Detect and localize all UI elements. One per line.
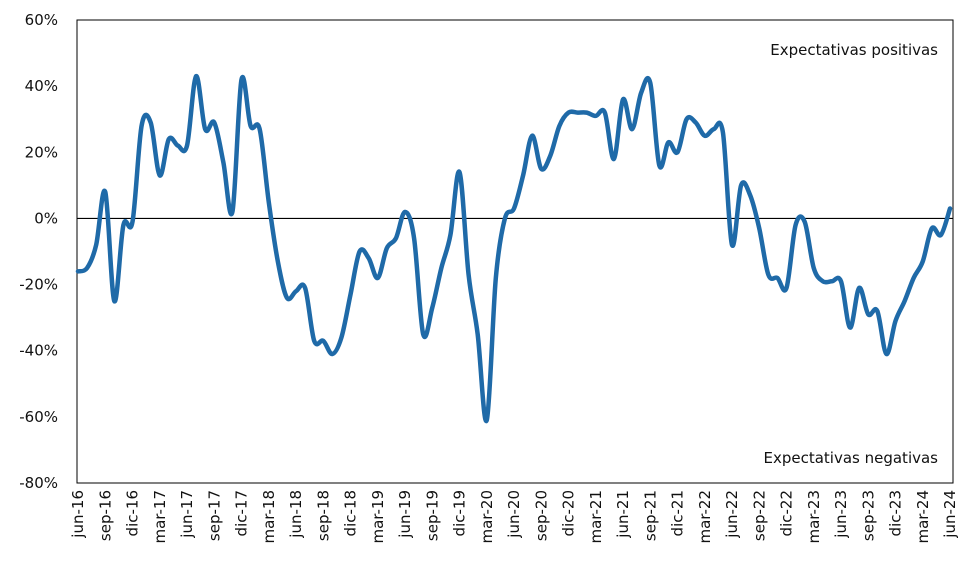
x-tick-label: mar-20 bbox=[478, 490, 496, 544]
x-tick-label: dic-22 bbox=[778, 490, 796, 536]
x-tick-label: sep-16 bbox=[96, 490, 114, 541]
y-tick-label: -80% bbox=[19, 474, 58, 492]
x-tick-label: dic-21 bbox=[669, 490, 687, 536]
x-tick-label: mar-18 bbox=[260, 490, 278, 544]
annotation: Expectativas negativas bbox=[763, 449, 938, 467]
x-tick-label: jun-23 bbox=[832, 490, 850, 539]
x-tick-label: dic-23 bbox=[887, 490, 905, 536]
x-tick-label: sep-18 bbox=[314, 490, 332, 541]
x-tick-label: sep-17 bbox=[205, 490, 223, 541]
y-tick-label: -60% bbox=[19, 408, 58, 426]
x-tick-label: jun-22 bbox=[723, 490, 741, 539]
y-tick-label: 0% bbox=[34, 209, 58, 227]
x-tick-label: dic-18 bbox=[342, 490, 360, 536]
annotation: Expectativas positivas bbox=[770, 41, 938, 59]
x-tick-label: mar-24 bbox=[914, 490, 932, 544]
x-tick-label: sep-20 bbox=[532, 490, 550, 541]
x-tick-label: sep-19 bbox=[423, 490, 441, 541]
x-tick-label: mar-23 bbox=[805, 490, 823, 544]
x-tick-label: jun-16 bbox=[69, 490, 87, 539]
x-tick-label: dic-20 bbox=[560, 490, 578, 536]
y-tick-label: -40% bbox=[19, 342, 58, 360]
x-tick-label: jun-21 bbox=[614, 490, 632, 539]
x-tick-label: dic-17 bbox=[233, 490, 251, 536]
x-tick-label: jun-17 bbox=[178, 490, 196, 539]
y-tick-label: 40% bbox=[25, 77, 58, 95]
x-tick-label: mar-17 bbox=[151, 490, 169, 544]
x-tick-label: dic-19 bbox=[451, 490, 469, 536]
y-tick-label: 20% bbox=[25, 143, 58, 161]
y-tick-label: 60% bbox=[25, 11, 58, 29]
x-tick-label: jun-18 bbox=[287, 490, 305, 539]
x-tick-label: mar-21 bbox=[587, 490, 605, 544]
x-tick-label: dic-16 bbox=[124, 490, 142, 536]
x-tick-label: mar-22 bbox=[696, 490, 714, 544]
x-tick-label: sep-23 bbox=[859, 490, 877, 541]
plot-frame bbox=[76, 19, 954, 484]
y-tick-label: -20% bbox=[19, 276, 58, 294]
x-tick-label: sep-21 bbox=[641, 490, 659, 541]
x-tick-label: jun-20 bbox=[505, 490, 523, 539]
x-tick-label: mar-19 bbox=[369, 490, 387, 544]
x-tick-label: sep-22 bbox=[750, 490, 768, 541]
data-line bbox=[75, 73, 953, 424]
x-tick-label: jun-19 bbox=[396, 490, 414, 539]
x-tick-label: jun-24 bbox=[941, 490, 959, 539]
